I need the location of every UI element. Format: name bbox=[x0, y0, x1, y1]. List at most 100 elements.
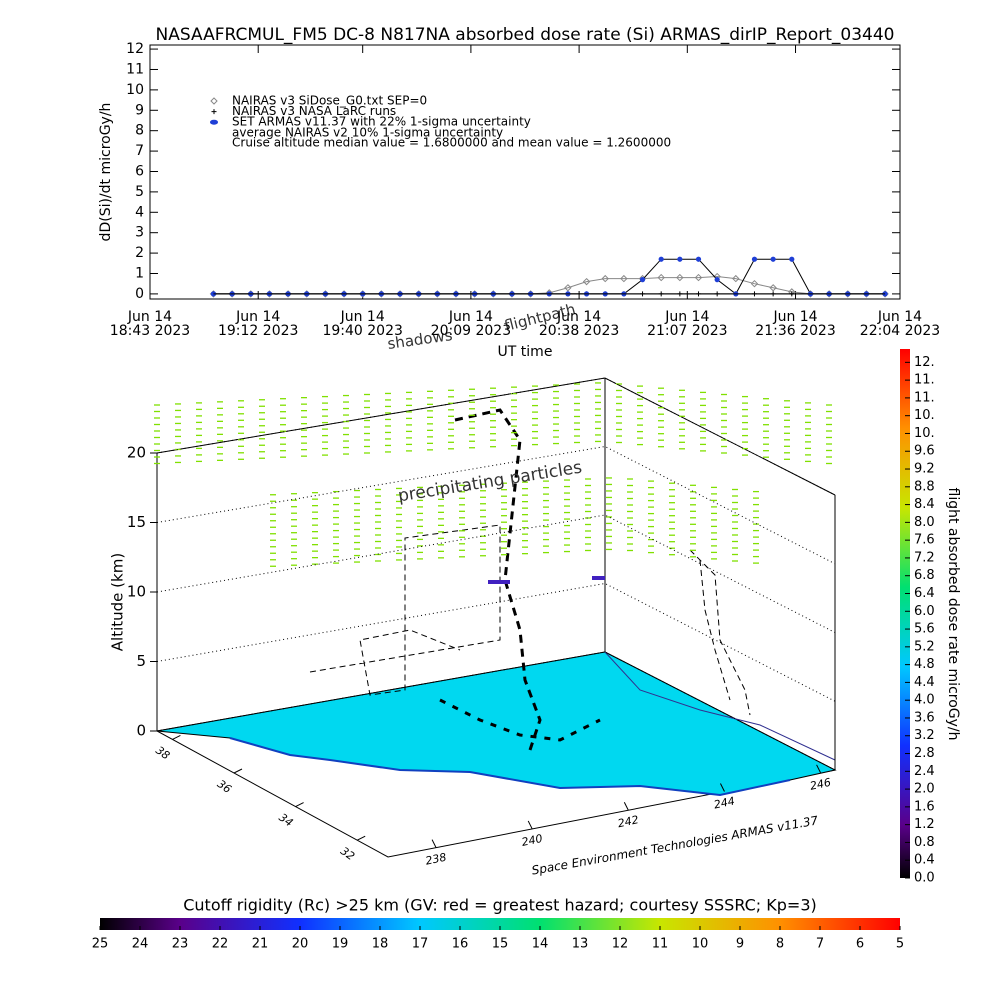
lon-tick-label: 246 bbox=[809, 776, 832, 793]
colorbar-tick-label: 2.8 bbox=[914, 746, 935, 761]
colorbar-tick-label: 11. bbox=[914, 373, 935, 388]
colorbar-tick-label: 11 bbox=[652, 937, 669, 952]
colorbar-tick-label: 11. bbox=[914, 390, 935, 405]
colorbar-tick-label: 0.8 bbox=[914, 835, 935, 850]
colorbar-tick-label: 17 bbox=[412, 937, 429, 952]
point bbox=[657, 273, 665, 282]
point bbox=[732, 274, 740, 283]
colorbar-label: Cutoff rigidity (Rc) >25 km (GV: red = g… bbox=[183, 896, 817, 915]
colorbar-tick-label: 6.0 bbox=[914, 604, 935, 619]
lon-tick-label: 240 bbox=[520, 832, 543, 849]
x-tick-label: 19:40 2023 bbox=[322, 323, 402, 339]
y-tick-label: 9 bbox=[135, 102, 144, 118]
frame-edge bbox=[156, 377, 836, 496]
colorbar-tick-label: 2.0 bbox=[914, 782, 935, 797]
z-tick-label: 15 bbox=[127, 513, 146, 531]
lat-tick bbox=[295, 802, 304, 808]
y-tick-label: 7 bbox=[135, 143, 144, 159]
series-line bbox=[213, 258, 886, 295]
y-tick-label: 2 bbox=[135, 245, 144, 261]
colorbar-tick-label: 10. bbox=[914, 426, 935, 441]
colorbar-tick-label: 3.6 bbox=[914, 710, 935, 725]
colorbar-tick-label: 8 bbox=[776, 937, 784, 952]
x-tick-label: Jun 14 bbox=[448, 309, 493, 325]
colorbar-tick-label: 4.0 bbox=[914, 693, 935, 708]
colorbar-tick-label: 14 bbox=[532, 937, 549, 952]
legend-symbol bbox=[210, 119, 218, 125]
colorbar-tick-label: 2.4 bbox=[914, 764, 935, 779]
lon-tick-label: 242 bbox=[617, 813, 640, 830]
colorbar-tick-label: 0.0 bbox=[914, 871, 935, 886]
lat-tick-label: 38 bbox=[153, 744, 172, 763]
colorbar-tick-label: 24 bbox=[132, 937, 149, 952]
z-tick-label: 20 bbox=[127, 444, 146, 462]
y-tick-label: 3 bbox=[135, 225, 144, 241]
grid-line bbox=[156, 514, 836, 633]
y-tick-label: 11 bbox=[126, 61, 144, 77]
colorbar-tick-label: 16 bbox=[452, 937, 469, 952]
annotation: Cruise altitude median value = 1.6800000… bbox=[232, 136, 671, 150]
x-axis-label: UT time bbox=[498, 344, 553, 360]
lon-tick-label: 244 bbox=[713, 794, 736, 811]
lon-tick bbox=[527, 820, 533, 830]
point bbox=[769, 284, 777, 292]
colorbar-tick-label: 7.2 bbox=[914, 550, 935, 565]
lat-tick bbox=[172, 734, 181, 740]
colorbar-tick-label: 20 bbox=[292, 937, 309, 952]
colorbar-tick-label: 7.6 bbox=[914, 533, 935, 548]
lat-tick-label: 34 bbox=[276, 811, 295, 830]
y-tick-label: 0 bbox=[135, 286, 144, 302]
border bbox=[604, 651, 836, 761]
chart-title: NASAAFRCMUL_FM5 DC-8 N817NA absorbed dos… bbox=[156, 25, 895, 45]
point bbox=[770, 256, 776, 262]
point bbox=[639, 277, 646, 283]
colorbar-tick-label: 5.6 bbox=[914, 622, 935, 637]
x-tick-label: 19:12 2023 bbox=[218, 323, 298, 339]
colorbar-tick-label: 1.6 bbox=[914, 799, 935, 814]
colorbar-tick-label: 5 bbox=[896, 937, 904, 952]
credit: Space Environment Technologies ARMAS v11… bbox=[531, 813, 820, 877]
legend-label: NAIRAS v3 SiDose_G0.txt SEP=0 bbox=[232, 94, 427, 108]
point bbox=[695, 256, 702, 262]
y-tick-label: 5 bbox=[135, 184, 144, 200]
colorbar-tick-label: 3.2 bbox=[914, 728, 935, 743]
colorbar-tick-label: 23 bbox=[172, 937, 189, 952]
x-tick-label: 18:43 2023 bbox=[110, 323, 190, 339]
x-tick-label: Jun 14 bbox=[127, 309, 172, 325]
x-tick-label: Jun 14 bbox=[664, 309, 709, 325]
point bbox=[750, 279, 759, 288]
colorbar-tick-label: 5.2 bbox=[914, 639, 935, 654]
land-surface bbox=[156, 651, 837, 796]
lat-tick bbox=[356, 835, 366, 841]
colorbar bbox=[900, 349, 910, 878]
z-tick-label: 10 bbox=[127, 583, 146, 601]
point bbox=[658, 256, 664, 262]
lon-tick-label: 238 bbox=[424, 851, 447, 868]
colorbar-tick-label: 12. bbox=[914, 355, 935, 370]
point bbox=[564, 284, 572, 292]
colorbar-tick-label: 0.4 bbox=[914, 853, 935, 868]
colorbar-tick-label: 9.2 bbox=[914, 462, 935, 477]
y-tick-label: 1 bbox=[135, 265, 144, 281]
colorbar-tick-label: 12 bbox=[612, 937, 629, 952]
lat-tick-label: 36 bbox=[215, 777, 234, 796]
flight-path bbox=[439, 698, 601, 742]
point bbox=[676, 273, 684, 282]
colorbar-tick-label: 4.8 bbox=[914, 657, 935, 672]
point bbox=[789, 256, 795, 262]
x-tick-label: Jun 14 bbox=[877, 309, 922, 325]
shadow-outline bbox=[699, 559, 731, 701]
y-tick-label: 6 bbox=[135, 163, 144, 179]
colorbar-tick-label: 1.2 bbox=[914, 817, 935, 832]
point bbox=[714, 277, 720, 283]
point bbox=[620, 274, 628, 283]
point bbox=[751, 256, 758, 262]
series-line bbox=[213, 276, 886, 295]
legend-label: average NAIRAS v2 10% 1-sigma uncertaint… bbox=[232, 125, 503, 139]
z-tick-label: 5 bbox=[136, 652, 146, 670]
x-tick-label: 20:38 2023 bbox=[539, 323, 619, 339]
colorbar-tick-label: 7 bbox=[816, 937, 824, 952]
lat-tick bbox=[233, 768, 243, 774]
lat-tick-label: 32 bbox=[338, 844, 357, 863]
